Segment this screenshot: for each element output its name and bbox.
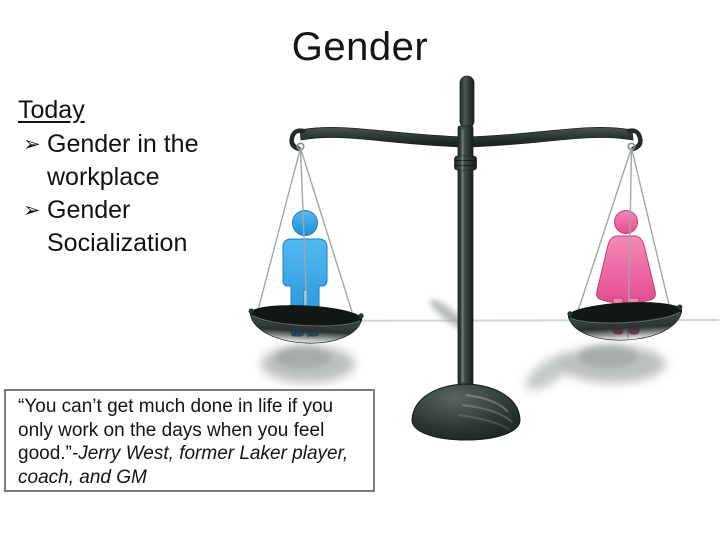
right-scale-pan bbox=[567, 302, 683, 341]
pan-cords-rear bbox=[256, 147, 671, 315]
left-scale-pan bbox=[248, 305, 364, 344]
scale-post bbox=[454, 75, 477, 389]
agenda-item-label: Gender in the workplace bbox=[47, 130, 199, 191]
agenda-list: ➢ Gender in the workplace ➢ Gender Socia… bbox=[17, 128, 232, 260]
agenda-panel: Today ➢ Gender in the workplace ➢ Gender… bbox=[17, 94, 232, 260]
beam-left-hook bbox=[289, 128, 306, 152]
quote-box: “You can’t get much done in life if you … bbox=[4, 389, 375, 492]
list-item: ➢ Gender in the workplace bbox=[17, 128, 232, 194]
arrow-bullet-icon: ➢ bbox=[23, 199, 41, 222]
beam-right-hook bbox=[626, 128, 643, 152]
agenda-item-label: Gender Socialization bbox=[47, 196, 188, 257]
agenda-heading: Today bbox=[18, 96, 85, 124]
scale-base bbox=[411, 383, 521, 441]
quote-text: “You can’t get much done in life if you … bbox=[18, 396, 334, 464]
ground-shadows bbox=[261, 299, 666, 390]
page-title: Gender bbox=[291, 25, 429, 69]
list-item: ➢ Gender Socialization bbox=[17, 194, 232, 260]
quote-attribution: -Jerry West, former Laker player, coach,… bbox=[18, 443, 349, 488]
arrow-bullet-icon: ➢ bbox=[23, 133, 41, 156]
